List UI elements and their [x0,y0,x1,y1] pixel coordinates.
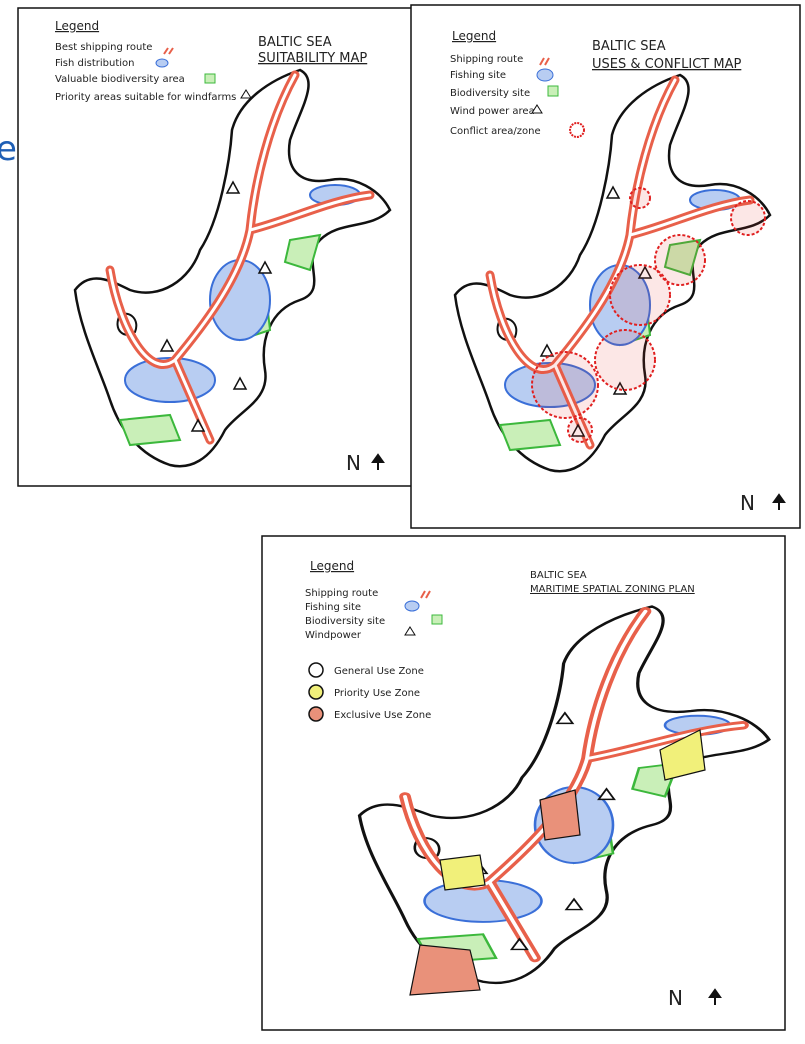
map-title: BALTIC SEA [258,35,332,50]
north-label: N [668,986,683,1010]
legend-title: Legend [310,559,354,573]
legend-item: Fishing site [450,70,506,81]
north-label: N [346,451,361,475]
map-title: USES & CONFLICT MAP [592,57,741,72]
legend-item: Priority areas suitable for windfarms [55,92,236,103]
legend-item: Fishing site [305,602,361,613]
legend-item: Best shipping route [55,42,152,53]
zone-item: Exclusive Use Zone [334,710,431,721]
map-title: BALTIC SEA [592,39,666,54]
map-panel: Legend Best shipping route Fish distribu… [17,7,413,487]
legend-item: Biodiversity site [305,616,385,627]
legend-item: Fish distribution [55,58,135,69]
zone-item: Priority Use Zone [334,688,420,699]
map-title: MARITIME SPATIAL ZONING PLAN [530,584,695,595]
map-title: SUITABILITY MAP [258,51,367,66]
legend-title: Legend [55,19,99,33]
legend-title: Legend [452,29,496,43]
legend-item: Wind power area [450,106,535,117]
legend-item: Shipping route [305,588,378,599]
cut-text: e [0,129,17,169]
legend-item: Shipping route [450,54,523,65]
map-title: BALTIC SEA [530,570,587,581]
map-panel: Legend Shipping route Fishing site Biodi… [410,4,801,529]
map-panel: Legend Shipping route Fishing site Biodi… [261,535,786,1031]
north-label: N [740,491,755,515]
zone-item: General Use Zone [334,666,424,677]
legend-item: Valuable biodiversity area [55,74,185,85]
legend-item: Biodiversity site [450,88,530,99]
legend-item: Windpower [305,630,362,641]
legend-item: Conflict area/zone [450,126,541,137]
